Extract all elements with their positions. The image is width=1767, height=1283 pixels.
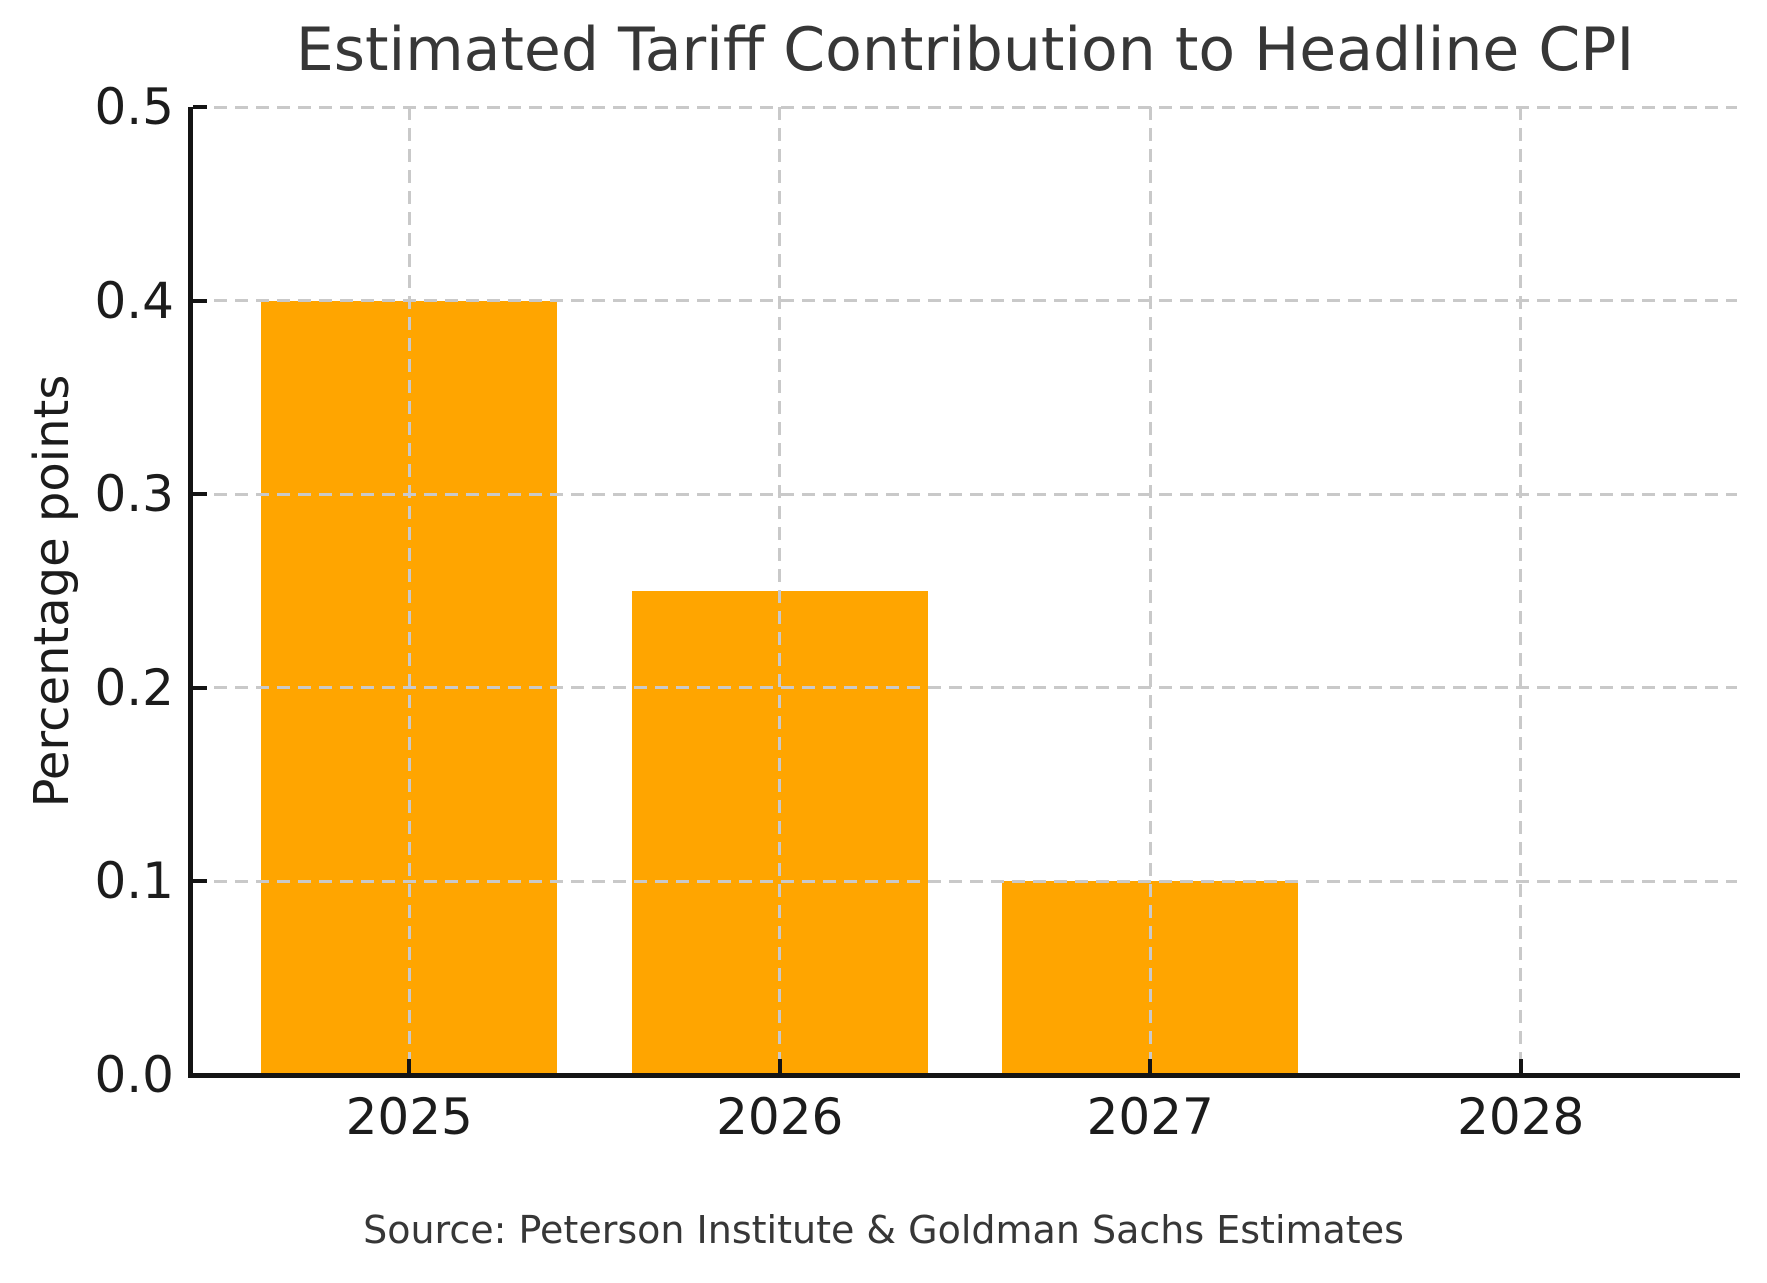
y-axis-line xyxy=(188,107,193,1078)
chart-title: Estimated Tariff Contribution to Headlin… xyxy=(295,15,1635,85)
y-tick-label: 0.1 xyxy=(94,852,174,911)
x-tick-label: 2025 xyxy=(345,1088,473,1146)
x-tick-mark xyxy=(407,1059,412,1073)
gridline-horizontal xyxy=(193,492,1737,496)
y-tick-label: 0.4 xyxy=(94,271,174,330)
x-tick-mark xyxy=(1148,1059,1153,1073)
x-axis-line xyxy=(188,1073,1740,1078)
y-tick-mark xyxy=(193,298,207,303)
y-tick-label: 0.5 xyxy=(94,78,174,136)
y-tick-label: 0.3 xyxy=(94,465,174,524)
y-tick-mark xyxy=(193,685,207,690)
source-note: Source: Peterson Institute & Goldman Sac… xyxy=(363,1208,1404,1252)
x-tick-label: 2027 xyxy=(1086,1088,1214,1146)
x-tick-mark xyxy=(1518,1059,1523,1073)
gridline-horizontal xyxy=(193,686,1737,690)
x-tick-mark xyxy=(777,1059,782,1073)
x-tick-label: 2028 xyxy=(1457,1088,1585,1146)
gridline-horizontal xyxy=(193,879,1737,883)
y-tick-label: 0.2 xyxy=(94,658,174,717)
y-tick-mark xyxy=(193,105,207,109)
gridline-horizontal xyxy=(193,105,1737,109)
x-tick-label: 2026 xyxy=(716,1088,844,1146)
gridline-vertical xyxy=(778,107,782,1075)
y-tick-mark xyxy=(193,1073,207,1077)
gridline-vertical xyxy=(1148,107,1152,1075)
y-tick-label: 0.0 xyxy=(94,1046,174,1104)
gridline-horizontal xyxy=(193,299,1737,303)
gridline-vertical xyxy=(407,107,411,1075)
y-tick-mark xyxy=(193,492,207,497)
gridline-vertical xyxy=(1519,107,1523,1075)
y-tick-mark xyxy=(193,879,207,884)
